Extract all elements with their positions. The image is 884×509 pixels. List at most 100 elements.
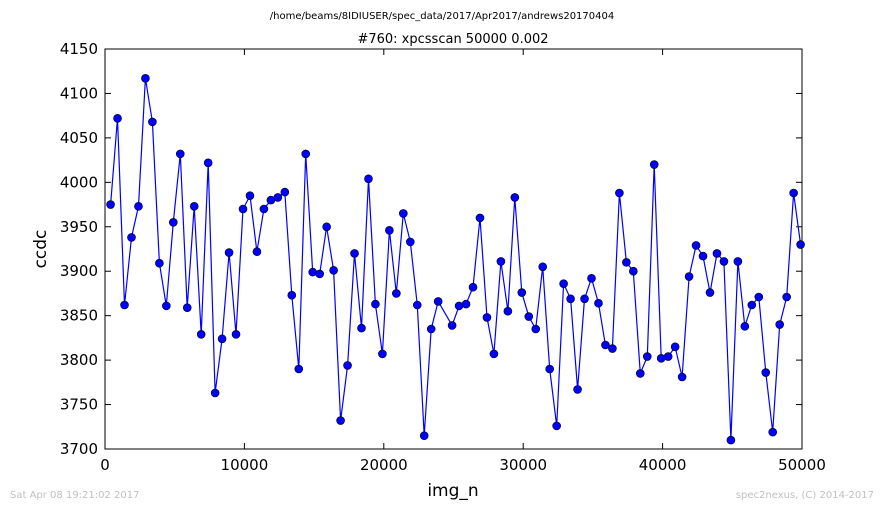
data-point (336, 416, 345, 425)
data-point (796, 240, 805, 249)
data-point (642, 352, 652, 361)
data-point (496, 257, 506, 266)
data-point (127, 233, 136, 242)
data-point (350, 249, 359, 258)
data-point (210, 388, 220, 398)
data-point (747, 300, 757, 310)
data-point (552, 421, 561, 431)
data-point (433, 297, 443, 306)
data-point (531, 324, 541, 334)
data-point (649, 160, 659, 169)
data-point (754, 292, 764, 302)
data-point (134, 202, 143, 211)
y-tick-label: 3850 (60, 307, 98, 325)
data-point (733, 257, 743, 266)
data-point (635, 369, 645, 378)
data-point (399, 209, 408, 218)
data-point (789, 188, 798, 198)
data-point (329, 266, 338, 275)
data-point (106, 200, 115, 209)
data-point (608, 344, 617, 353)
data-point (120, 300, 129, 310)
data-point (594, 298, 603, 308)
data-point (113, 114, 122, 123)
y-axis: 3700 3750 3800 3850 3900 3950 4000 4050 4100 4150 (60, 40, 802, 458)
data-point (447, 321, 457, 330)
data-point (175, 149, 185, 159)
data-point (782, 292, 791, 302)
y-tick-label: 3800 (60, 351, 98, 369)
data-point (182, 303, 192, 312)
data-point (148, 117, 157, 127)
data-point (510, 193, 520, 202)
data-point (517, 288, 527, 297)
y-tick-label: 4150 (60, 40, 98, 58)
data-point (629, 266, 638, 276)
y-tick-label: 3700 (60, 440, 98, 458)
data-point (670, 342, 680, 352)
data-point (545, 364, 554, 374)
data-point (698, 251, 708, 261)
data-point (155, 258, 164, 268)
data-point (412, 300, 422, 310)
data-point (385, 226, 394, 235)
y-axis-title: ccdc (31, 230, 51, 269)
data-point (615, 188, 624, 198)
data-point (196, 330, 206, 339)
data-point (162, 301, 171, 311)
data-point (677, 372, 687, 382)
data-point (273, 193, 283, 202)
data-point (580, 294, 589, 304)
data-point (245, 191, 255, 200)
data-point (294, 364, 304, 374)
data-point (364, 174, 373, 184)
data-point (392, 289, 401, 298)
x-axis: 0 10000 20000 30000 40000 50000 (100, 49, 826, 474)
data-point (280, 187, 290, 197)
data-point (740, 322, 750, 331)
data-point (217, 334, 227, 344)
footer-timestamp: Sat Apr 08 19:21:02 2017 (10, 490, 140, 501)
data-point (357, 323, 366, 333)
chart-suptitle: /home/beams/8IDIUSER/spec_data/2017/Apr2… (270, 11, 614, 22)
data-point (169, 218, 178, 227)
data-point (503, 306, 513, 316)
x-tick-label: 10000 (221, 456, 269, 474)
data-point (322, 222, 331, 232)
data-point (468, 282, 478, 292)
data-point (775, 320, 784, 329)
y-tick-label: 4000 (60, 173, 98, 191)
footer-credit: spec2nexus, (C) 2014-2017 (736, 490, 874, 501)
y-tick-label: 3950 (60, 218, 98, 236)
x-tick-label: 0 (100, 456, 110, 474)
data-point (475, 213, 485, 223)
data-point (301, 149, 311, 159)
data-point (231, 330, 241, 339)
data-point (461, 299, 471, 309)
data-point (622, 258, 631, 267)
y-tick-label: 4100 (60, 84, 98, 102)
data-point (287, 290, 297, 300)
x-axis-title: img_n (427, 481, 478, 501)
data-point (684, 272, 694, 281)
data-point (601, 340, 610, 350)
data-point (691, 241, 701, 250)
data-point (712, 249, 722, 258)
data-point (426, 324, 436, 334)
data-point (343, 361, 352, 370)
data-point (189, 202, 199, 211)
data-point (524, 312, 534, 321)
data-point (538, 262, 548, 272)
data-point (768, 427, 778, 437)
y-tick-label: 4050 (60, 129, 98, 147)
data-point (726, 435, 736, 445)
data-point (141, 74, 150, 83)
data-point (587, 274, 596, 283)
data-point (489, 349, 499, 359)
data-point (559, 279, 568, 288)
data-point (259, 204, 269, 214)
data-point (719, 257, 729, 266)
data-point (405, 237, 415, 247)
data-point (252, 247, 262, 256)
chart-title: #760: xpcsscan 50000 0.002 (357, 32, 548, 47)
